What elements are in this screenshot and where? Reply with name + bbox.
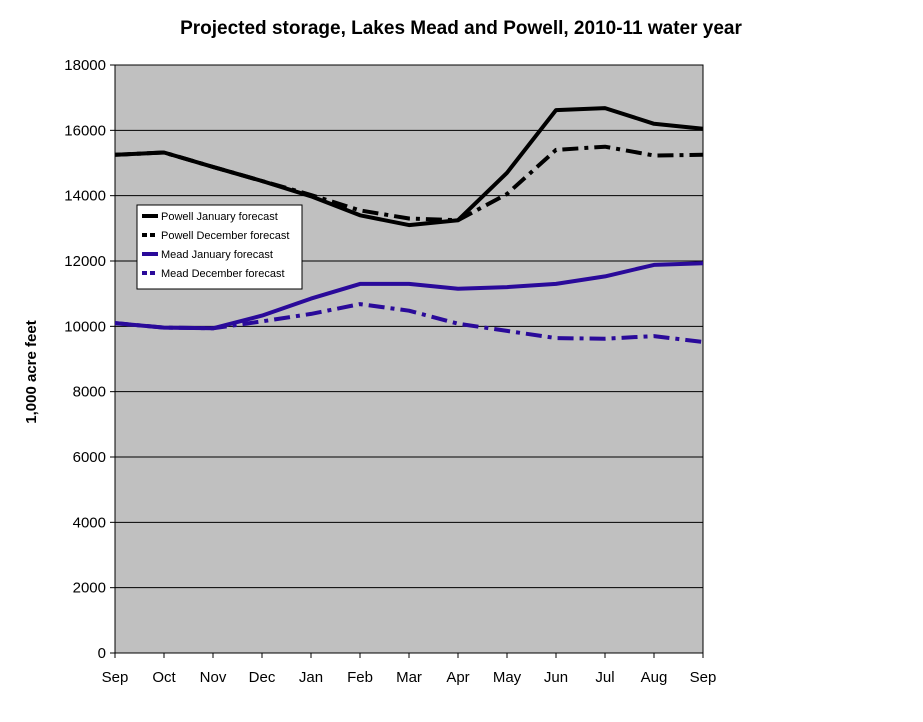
axes: 0 2000 4000 6000 8000 10000 12000 14000 16000 180… [64, 57, 716, 686]
y-tick-label: 10000 [64, 318, 106, 335]
series-line-powell-december-forecast [114, 144, 704, 223]
x-tick-label: Nov [200, 669, 227, 686]
x-tick-label: May [493, 669, 522, 686]
x-tick-label: Feb [347, 669, 373, 686]
series-lines [114, 106, 704, 344]
x-tick-label: Apr [446, 669, 469, 686]
y-tick-label: 0 [98, 645, 106, 662]
y-axis-label: 1,000 acre feet [23, 320, 40, 423]
y-tick-label: 8000 [73, 384, 106, 401]
y-tick-label: 18000 [64, 57, 106, 74]
y-tick-label: 16000 [64, 122, 106, 139]
legend-label: Powell January forecast [161, 211, 278, 223]
x-tick-label: Dec [249, 669, 276, 686]
chart-title: Projected storage, Lakes Mead and Powell… [180, 18, 742, 39]
legend-label: Mead December forecast [161, 268, 285, 280]
legend-label: Mead January forecast [161, 249, 273, 261]
plot-area [115, 65, 703, 653]
y-tick-label: 14000 [64, 188, 106, 205]
legend: Powell January forecast Powell December f… [136, 204, 303, 290]
legend-box [136, 204, 303, 290]
x-tick-label: Sep [690, 669, 717, 686]
x-tick-label: Jun [544, 669, 568, 686]
x-tick-label: Jan [299, 669, 323, 686]
y-tick-label: 4000 [73, 514, 106, 531]
x-tick-label: Aug [641, 669, 668, 686]
x-tick-label: Mar [396, 669, 422, 686]
y-tick-label: 2000 [73, 580, 106, 597]
x-tick-label: Sep [102, 669, 129, 686]
y-tick-label: 12000 [64, 253, 106, 270]
series-line-mead-december-forecast [114, 302, 704, 344]
y-tick-label: 6000 [73, 449, 106, 466]
legend-label: Powell December forecast [161, 230, 289, 242]
x-tick-label: Jul [595, 669, 614, 686]
x-tick-label: Oct [152, 669, 176, 686]
